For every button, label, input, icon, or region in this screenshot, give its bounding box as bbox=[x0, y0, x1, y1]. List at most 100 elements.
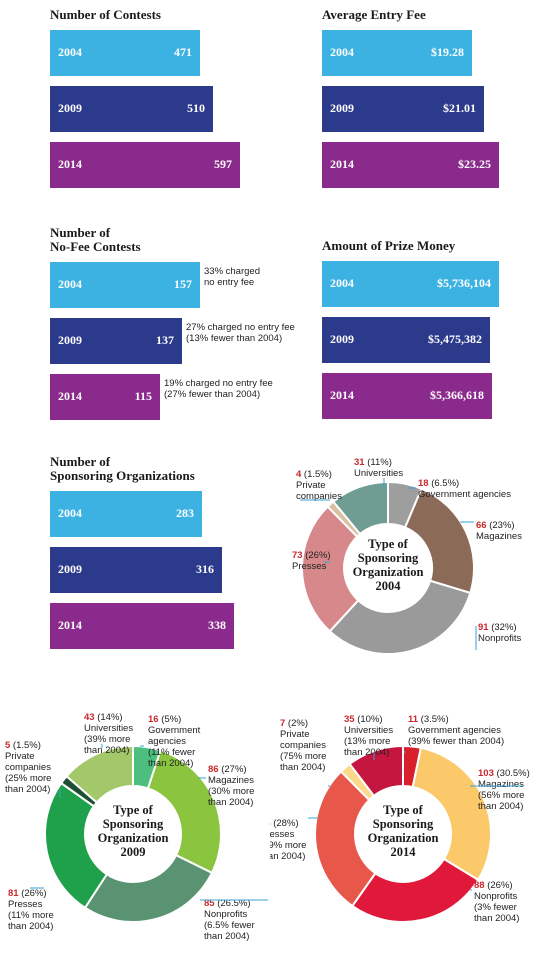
donut-label-text: (25% more bbox=[5, 773, 51, 784]
donut-label-text: than 2004) bbox=[204, 931, 249, 942]
bar-year-label: 2004 bbox=[58, 277, 82, 291]
donut-label-percent: (1.5%) bbox=[10, 740, 41, 751]
bar-2014: 2014 $5,366,618 bbox=[322, 373, 492, 419]
donut-slice-magazines bbox=[146, 749, 222, 875]
bar-year-label: 2009 bbox=[58, 562, 82, 576]
donut-label-head: 4 (1.5%) bbox=[296, 469, 332, 480]
donut-label-head: 43 (14%) bbox=[84, 712, 123, 723]
bar-2004: 2004 471 bbox=[50, 30, 200, 76]
bar-year-label: 2004 bbox=[330, 276, 354, 290]
donut-label-text: Government bbox=[148, 725, 201, 736]
donut-label-percent: (14%) bbox=[95, 712, 123, 723]
donut-label-percent: (28%) bbox=[271, 818, 299, 829]
bar-value-label: 510 bbox=[187, 101, 205, 115]
bar-note-line: 27% charged no entry fee bbox=[186, 322, 295, 333]
donut-label-text: Magazines bbox=[476, 531, 522, 542]
donut-label-text: than 2004) bbox=[478, 801, 523, 812]
donut-label-text: (6.5% fewer bbox=[204, 920, 255, 931]
panel-title: Number of No-Fee Contests bbox=[50, 226, 141, 254]
donut-label-value: 31 bbox=[354, 457, 365, 468]
bar-note: 27% charged no entry fee (13% fewer than … bbox=[186, 322, 295, 344]
donut-label-text: (30% more bbox=[208, 786, 254, 797]
donut-label-text: companies bbox=[280, 740, 326, 751]
donut-label-text: agencies bbox=[148, 736, 186, 747]
donut-label-head: 5 (1.5%) bbox=[5, 740, 41, 751]
bar-2014: 2014 338 bbox=[50, 603, 234, 649]
bar-note-line: 19% charged no entry fee bbox=[164, 378, 273, 389]
donut-label-text: (39% fewer than 2004) bbox=[408, 736, 504, 747]
donut-center-title: Organization bbox=[353, 565, 424, 579]
donut-label-text: than 2004) bbox=[474, 913, 519, 924]
donut-label-head: 88 (26%) bbox=[474, 880, 513, 891]
bar-value-label: $5,736,104 bbox=[437, 276, 491, 290]
donut-label-value: 35 bbox=[344, 714, 355, 725]
donut-label-value: 16 bbox=[148, 714, 159, 725]
donut-label-percent: (1.5%) bbox=[301, 469, 332, 480]
bar-year-label: 2014 bbox=[330, 157, 354, 171]
donut-label-head: 16 (5%) bbox=[148, 714, 181, 725]
donut-label-text: Universities bbox=[344, 725, 393, 736]
bar-year-label: 2014 bbox=[58, 389, 82, 403]
panel-title-line: Number of bbox=[50, 454, 111, 469]
donut-center-title: Organization bbox=[368, 831, 439, 845]
donut-label-text: companies bbox=[296, 491, 342, 502]
bar-2014: 2014 115 bbox=[50, 374, 160, 420]
panel-title-line: Number of Contests bbox=[50, 7, 161, 22]
donut-label-text: (39% more bbox=[84, 734, 130, 745]
donut-slice-nonprofits bbox=[350, 857, 480, 923]
donut-label-head: 86 (27%) bbox=[208, 764, 247, 775]
bar-2009: 2009 $5,475,382 bbox=[322, 317, 490, 363]
donut-label-percent: (10%) bbox=[355, 714, 383, 725]
donut-label-text: than 2004) bbox=[8, 921, 53, 932]
donut-center-title: 2004 bbox=[376, 579, 402, 593]
donut-label: 66 (23%)Magazines bbox=[476, 520, 522, 542]
donut-label-text: (3% fewer bbox=[474, 902, 517, 913]
panel-title-line: Sponsoring Organizations bbox=[50, 468, 195, 483]
donut-label-value: 5 bbox=[5, 740, 11, 751]
bar-value-label: $5,475,382 bbox=[428, 332, 482, 346]
donut-label-text: (13% more bbox=[344, 736, 390, 747]
donut-slice-presses bbox=[44, 781, 109, 910]
donut-label-percent: (5%) bbox=[159, 714, 182, 725]
donut-center-title: Type of bbox=[113, 803, 154, 817]
bar-value-label: $19.28 bbox=[431, 45, 464, 59]
donut-slice-nonprofits bbox=[83, 853, 214, 923]
donut-center-title: 2014 bbox=[391, 845, 417, 859]
donut-label-text: Private bbox=[280, 729, 310, 740]
bar-2009: 2009 510 bbox=[50, 86, 213, 132]
donut-label-text: Magazines bbox=[478, 779, 524, 790]
bar-year-label: 2004 bbox=[58, 506, 82, 520]
donut-label-percent: (27%) bbox=[219, 764, 247, 775]
bar-value-label: 283 bbox=[176, 506, 194, 520]
donut-center-title: Sponsoring bbox=[373, 817, 434, 831]
donut-label-text: Universities bbox=[84, 723, 133, 734]
donut-label-text: Universities bbox=[354, 468, 403, 479]
donut-label-text: Private bbox=[5, 751, 35, 762]
donut-label-text: than 2004) bbox=[148, 758, 193, 769]
bar-2014: 2014 597 bbox=[50, 142, 240, 188]
donut-label-value: 4 bbox=[296, 469, 302, 480]
bar-2004: 2004 283 bbox=[50, 491, 202, 537]
donut-label-head: 11 (3.5%) bbox=[408, 714, 449, 725]
bar-note-line: (13% fewer than 2004) bbox=[186, 333, 283, 344]
bar-value-label: 115 bbox=[134, 389, 152, 403]
bar-year-label: 2004 bbox=[330, 45, 354, 59]
donut-label-text: Magazines bbox=[208, 775, 254, 786]
donut-label-head: 91 (32%) bbox=[478, 622, 517, 633]
donut-label-value: 73 bbox=[292, 550, 303, 561]
donut-label-text: than 2004) bbox=[208, 797, 253, 808]
donut-slice-universities bbox=[348, 744, 404, 798]
donut-slice-nonprofits bbox=[328, 579, 472, 655]
bar-value-label: $23.25 bbox=[458, 157, 491, 171]
donut-label-text: Private bbox=[296, 480, 326, 491]
donut-slice-universities bbox=[65, 744, 134, 804]
bar-value-label: 471 bbox=[174, 45, 192, 59]
donut-label-head: 85 (26.5%) bbox=[204, 898, 250, 909]
